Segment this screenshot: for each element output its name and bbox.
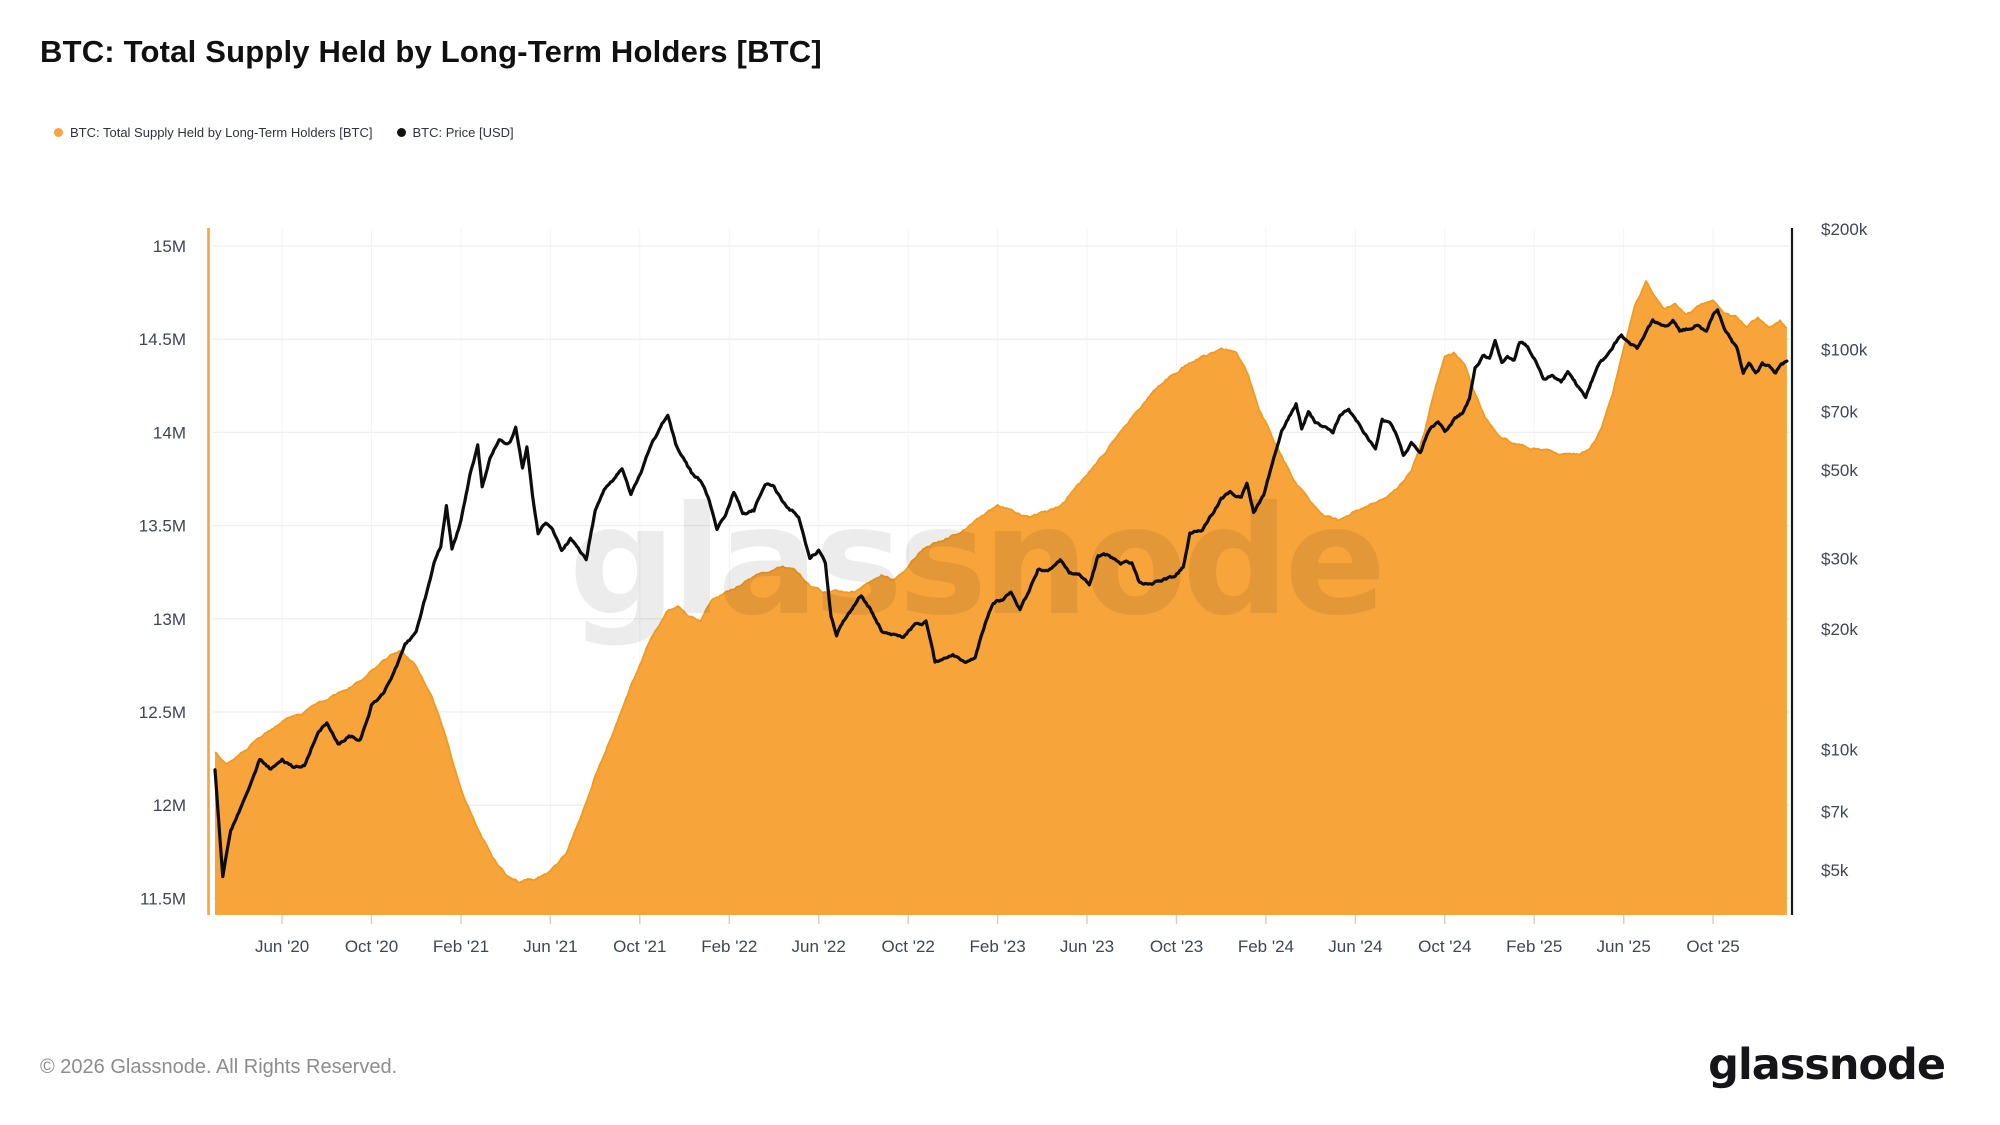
- x-tick-label: Oct '24: [1418, 937, 1471, 956]
- legend-item-price[interactable]: BTC: Price [USD]: [396, 125, 514, 140]
- right-axis-tick-label: $100k: [1821, 340, 1868, 359]
- x-tick-label: Oct '21: [613, 937, 666, 956]
- x-tick-label: Jun '23: [1060, 937, 1114, 956]
- left-axis-tick-label: 12.5M: [139, 703, 186, 722]
- glassnode-logo: glassnode: [1708, 1040, 1946, 1090]
- right-axis-tick-label: $20k: [1821, 620, 1858, 639]
- x-tick-label: Feb '24: [1238, 937, 1294, 956]
- legend-item-supply[interactable]: BTC: Total Supply Held by Long-Term Hold…: [54, 125, 373, 140]
- right-axis-tick-label: $30k: [1821, 550, 1858, 569]
- left-axis-tick-label: 13M: [153, 610, 186, 629]
- x-tick-label: Jun '20: [255, 937, 309, 956]
- x-tick-label: Oct '25: [1686, 937, 1739, 956]
- page-title: BTC: Total Supply Held by Long-Term Hold…: [40, 34, 822, 69]
- price-series-dot-icon: [396, 128, 406, 137]
- x-tick-label: Oct '23: [1150, 937, 1203, 956]
- left-axis-tick-label: 14.5M: [139, 330, 186, 349]
- left-axis-tick-label: 11.5M: [140, 889, 186, 908]
- left-axis-tick-label: 13.5M: [139, 517, 186, 536]
- left-axis-tick-label: 12M: [153, 796, 186, 815]
- supply-area-edge: [214, 280, 1788, 884]
- right-axis-tick-label: $50k: [1821, 461, 1858, 480]
- price-line: [213, 308, 1789, 879]
- right-axis-tick-label: $10k: [1821, 740, 1858, 759]
- x-tick-label: Jun '22: [792, 937, 846, 956]
- legend-label-supply: BTC: Total Supply Held by Long-Term Hold…: [70, 125, 373, 140]
- x-tick-label: Feb '21: [433, 937, 489, 956]
- chart-legend: BTC: Total Supply Held by Long-Term Hold…: [54, 125, 538, 140]
- copyright-text: © 2026 Glassnode. All Rights Reserved.: [40, 1056, 398, 1078]
- right-axis-tick-label: $70k: [1821, 402, 1858, 421]
- x-tick-label: Jun '24: [1328, 937, 1382, 956]
- right-axis-tick-label: $5k: [1821, 861, 1849, 880]
- x-tick-label: Feb '25: [1506, 937, 1562, 956]
- left-axis-tick-label: 15M: [153, 237, 186, 256]
- right-axis-tick-label: $200k: [1821, 220, 1868, 239]
- left-axis-tick-label: 14M: [153, 423, 186, 442]
- x-tick-label: Oct '20: [345, 937, 398, 956]
- right-axis-tick-label: $7k: [1821, 802, 1849, 821]
- x-tick-label: Jun '21: [523, 937, 577, 956]
- supply-area: [215, 281, 1787, 915]
- x-tick-label: Feb '22: [701, 937, 757, 956]
- supply-series-dot-icon: [54, 128, 63, 137]
- legend-label-price: BTC: Price [USD]: [412, 125, 514, 140]
- x-tick-label: Feb '23: [970, 937, 1026, 956]
- x-tick-label: Oct '22: [882, 937, 935, 956]
- x-tick-label: Jun '25: [1597, 937, 1651, 956]
